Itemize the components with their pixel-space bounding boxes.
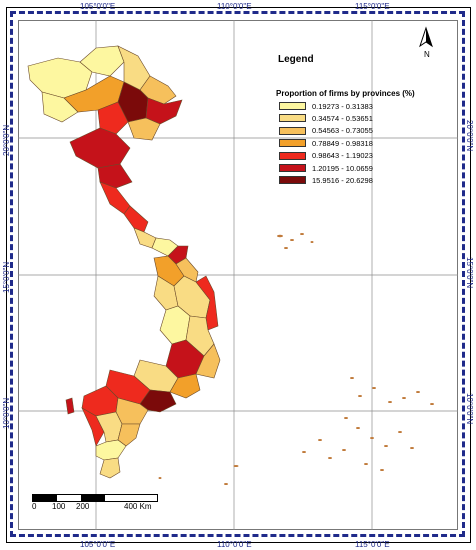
province-region xyxy=(81,407,105,447)
province-region xyxy=(151,237,179,257)
tick-label-left: 10°0'0"N xyxy=(2,397,11,429)
legend-title: Legend xyxy=(278,54,314,65)
province-region xyxy=(97,101,129,135)
legend-label: 0.34574 - 0.53651 xyxy=(312,113,373,123)
province-region xyxy=(195,343,221,379)
scale-tick-label: 100 xyxy=(52,502,66,511)
legend-swatch xyxy=(279,114,306,123)
tick-label-left: 20°0'0"N xyxy=(2,124,11,156)
tick-label-bottom: 115°0'0"E xyxy=(355,540,390,549)
province-region xyxy=(97,163,133,189)
legend-label: 0.54563 - 0.73055 xyxy=(312,126,373,136)
legend-label: 1.20195 - 10.0659 xyxy=(312,163,373,173)
offshore-islands xyxy=(158,233,434,485)
legend-swatch xyxy=(279,126,306,135)
province-region xyxy=(95,439,127,461)
legend-swatch xyxy=(279,139,306,148)
legend-swatch xyxy=(279,164,306,172)
legend-item: 0.78849 - 0.98318 xyxy=(279,138,373,148)
province-region xyxy=(133,227,157,249)
tick-label-top: 110°0'0"E xyxy=(217,2,252,11)
legend-swatch xyxy=(279,151,306,160)
province-region xyxy=(69,127,131,169)
province-region xyxy=(175,257,199,283)
province-region xyxy=(41,91,79,123)
provinces-south xyxy=(65,339,221,479)
tick-label-left: 15°0'0"N xyxy=(2,261,11,293)
province-region xyxy=(99,457,121,479)
legend-item: 0.19273 - 0.31383 xyxy=(279,101,373,111)
north-arrow-label: N xyxy=(424,50,430,59)
provinces-central xyxy=(99,181,219,357)
map-outer-frame xyxy=(6,7,471,543)
tick-label-right: 10°0'0"N xyxy=(465,393,474,425)
legend-label: 0.19273 - 0.31383 xyxy=(312,101,373,111)
tick-label-right: 20°0'0"N xyxy=(465,120,474,152)
province-region xyxy=(169,373,201,399)
province-region xyxy=(195,275,219,331)
legend-item: 1.20195 - 10.0659 xyxy=(279,163,373,173)
legend-item: 0.34574 - 0.53651 xyxy=(279,113,373,123)
map-neatline xyxy=(10,11,465,537)
scale-tick-label: 400 Km xyxy=(124,502,152,511)
scale-tick-label: 200 xyxy=(76,502,90,511)
legend-label: 0.98643 - 1.19023 xyxy=(312,151,373,161)
tick-label-top: 115°0'0"E xyxy=(355,2,390,11)
scale-tick-label: 0 xyxy=(32,502,37,511)
provinces-north xyxy=(27,45,183,189)
legend-heading: Proportion of firms by provinces (%) xyxy=(276,89,415,98)
province-region xyxy=(123,205,149,233)
legend-swatch xyxy=(279,176,306,185)
legend-swatch xyxy=(279,102,306,110)
scale-bar xyxy=(32,494,158,502)
island-phu-quoc xyxy=(65,397,75,415)
legend-label: 15.9516 - 20.6298 xyxy=(312,175,373,185)
tick-label-bottom: 110°0'0"E xyxy=(217,540,252,549)
legend-label: 0.78849 - 0.98318 xyxy=(312,138,373,148)
tick-label-bottom: 105°0'0"E xyxy=(80,540,116,549)
tick-label-top: 105°0'0"E xyxy=(80,2,116,11)
legend-item: 15.9516 - 20.6298 xyxy=(279,175,373,185)
tick-label-right: 15°0'0"N xyxy=(465,257,474,289)
province-region xyxy=(127,117,161,141)
north-arrow-icon xyxy=(419,26,433,48)
legend-item: 0.54563 - 0.73055 xyxy=(279,126,373,136)
legend-item: 0.98643 - 1.19023 xyxy=(279,151,373,161)
